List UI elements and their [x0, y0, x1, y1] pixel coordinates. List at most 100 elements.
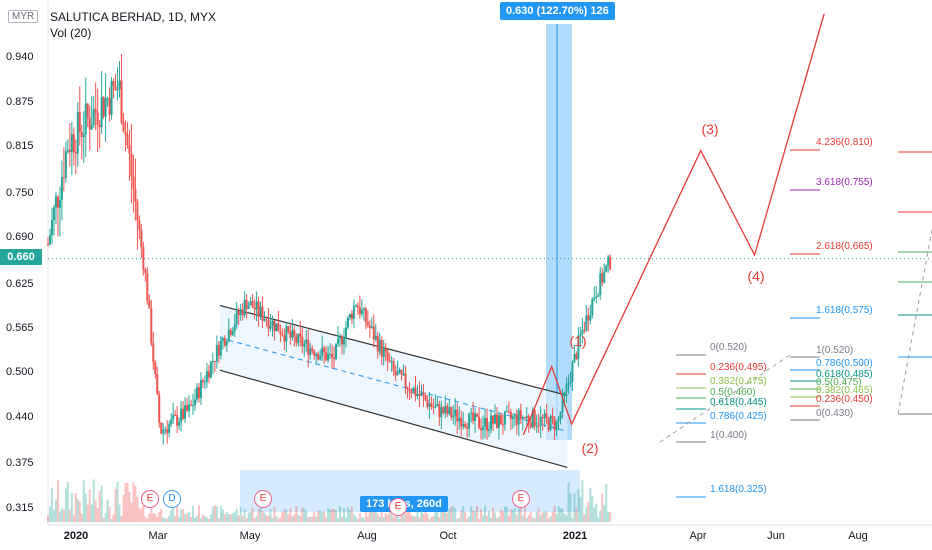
candle-body: [247, 305, 250, 309]
y-tick-label: 0.690: [6, 231, 34, 243]
fib-retracement-label: 0.382(0.475): [710, 376, 767, 387]
candle-body: [434, 406, 437, 408]
volume-bar: [368, 508, 371, 522]
candle-body: [571, 362, 574, 383]
fib-retracement-label: 1(0.400): [710, 430, 748, 441]
volume-bar: [227, 514, 230, 522]
candle-body: [223, 338, 226, 346]
candle-body: [178, 421, 181, 426]
candle-body: [360, 310, 363, 315]
volume-bar: [194, 517, 197, 522]
x-tick-label: Mar: [148, 530, 168, 542]
candle-body: [192, 405, 195, 407]
candle-body: [309, 348, 312, 355]
candle-body: [170, 419, 173, 425]
volume-bar: [493, 512, 496, 522]
volume-bar: [374, 508, 377, 522]
volume-bar: [342, 507, 345, 522]
earnings-event-marker[interactable]: E: [141, 490, 159, 508]
candle-body: [370, 326, 373, 328]
volume-bar: [281, 512, 284, 522]
candle-body: [517, 410, 520, 425]
candle-body: [352, 305, 355, 319]
volume-bar: [583, 514, 586, 522]
candle-body: [428, 403, 431, 407]
volume-bar: [257, 509, 260, 522]
candle-body: [92, 109, 95, 126]
y-tick-label: 0.940: [6, 51, 34, 63]
earnings-event-marker[interactable]: E: [389, 498, 407, 516]
candle-body: [392, 361, 395, 371]
volume-bar: [207, 518, 210, 522]
volume-bar: [386, 514, 389, 522]
candle-body: [337, 338, 340, 344]
candle-body: [136, 201, 139, 221]
volume-bar: [350, 506, 353, 522]
earnings-event-marker[interactable]: E: [512, 490, 530, 508]
volume-bar: [229, 514, 232, 522]
volume-bar: [472, 510, 475, 522]
earnings-event-marker[interactable]: E: [254, 490, 272, 508]
candle-body: [553, 418, 556, 431]
fib-extension-label: 1.618(0.325): [710, 484, 767, 495]
candle-body: [110, 81, 113, 115]
y-tick-label: 0.500: [6, 366, 34, 378]
wave-label-4: (4): [747, 268, 765, 284]
candle-body: [72, 134, 75, 153]
candle-body: [279, 331, 282, 335]
volume-bar: [474, 510, 477, 522]
price-range-measure-label[interactable]: 0.630 (122.70%) 126: [500, 2, 615, 20]
candle-body: [561, 396, 564, 413]
volume-bar: [563, 513, 566, 522]
candle-body: [444, 405, 447, 414]
candle-body: [184, 404, 187, 419]
volume-bar: [577, 489, 580, 522]
candle-body: [438, 404, 441, 418]
volume-bar: [162, 517, 165, 522]
volume-bar: [571, 518, 574, 522]
volume-bar: [199, 518, 202, 522]
x-tick-label: 2021: [562, 530, 588, 542]
candle-body: [186, 404, 189, 411]
candle-body: [195, 387, 198, 400]
volume-bar: [132, 482, 135, 522]
candle-body: [585, 315, 588, 331]
volume-indicator-label[interactable]: Vol (20): [50, 26, 92, 40]
candle-body: [172, 414, 175, 420]
candle-body: [595, 296, 598, 298]
volume-bar: [279, 517, 282, 522]
candle-body: [162, 429, 165, 434]
candle-body: [605, 265, 608, 272]
candle-body: [148, 300, 151, 309]
volume-bar: [515, 515, 518, 522]
candle-body: [573, 354, 576, 363]
candle-body: [249, 301, 252, 306]
volume-bar: [307, 517, 310, 522]
candle-body: [281, 334, 284, 336]
candle-body: [342, 338, 345, 345]
volume-bar: [478, 518, 481, 522]
volume-bar: [486, 515, 489, 522]
volume-bar: [412, 516, 415, 522]
volume-bar: [434, 510, 437, 522]
volume-bar: [146, 518, 149, 522]
volume-bar: [591, 495, 594, 522]
fib-retracement-label: 1(0.520): [816, 345, 854, 356]
x-tick-label: 2020: [63, 530, 89, 542]
candle-body: [368, 325, 371, 328]
candle-body: [321, 347, 324, 356]
volume-bar: [271, 517, 274, 522]
volume-bar: [241, 515, 244, 522]
candle-body: [251, 301, 254, 308]
volume-bar: [211, 506, 214, 522]
volume-bar: [102, 518, 105, 522]
dividend-event-marker[interactable]: D: [163, 490, 181, 508]
y-tick-label: 0.375: [6, 457, 34, 469]
volume-bar: [458, 517, 461, 522]
candle-body: [416, 393, 419, 396]
volume-bar: [436, 510, 439, 522]
candle-body: [400, 369, 403, 375]
volume-bar: [213, 505, 216, 522]
volume-bar: [364, 510, 367, 522]
